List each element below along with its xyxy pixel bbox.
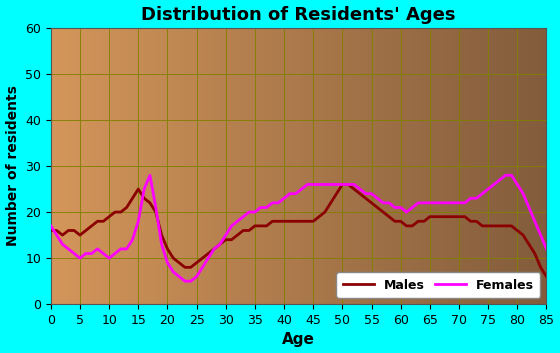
Males <box>287 219 293 223</box>
Females <box>438 201 445 205</box>
Males <box>473 219 480 223</box>
Females <box>298 187 305 191</box>
Females <box>181 279 188 283</box>
Legend: Males, Females: Males, Females <box>337 273 540 298</box>
Males <box>71 228 77 233</box>
Males <box>432 215 439 219</box>
Line: Females: Females <box>51 175 547 281</box>
Males <box>543 274 550 279</box>
Males <box>100 219 106 223</box>
Females <box>59 242 66 246</box>
Line: Males: Males <box>51 185 547 276</box>
Females <box>100 251 106 256</box>
Females <box>479 192 486 196</box>
Females <box>71 251 77 256</box>
Females <box>147 173 153 177</box>
X-axis label: Age: Age <box>282 333 315 347</box>
Females <box>48 224 54 228</box>
Females <box>543 247 550 251</box>
Title: Distribution of Residents' Ages: Distribution of Residents' Ages <box>141 6 456 24</box>
Males <box>48 228 54 233</box>
Males <box>59 233 66 237</box>
Males <box>339 183 346 187</box>
Y-axis label: Number of residents: Number of residents <box>6 85 20 246</box>
